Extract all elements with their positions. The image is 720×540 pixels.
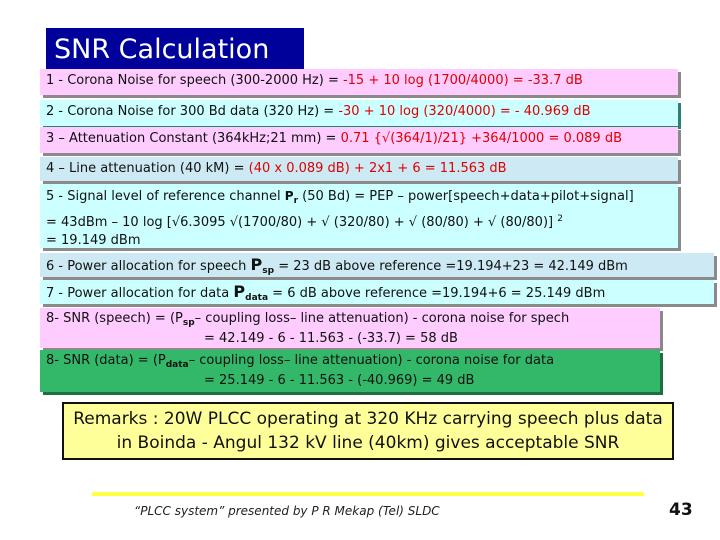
item-5-line-2: = 43dBm – 10 log [√6.3095 √(1700/80) + √…	[46, 210, 672, 232]
item-5-formula: = 43dBm – 10 log [√6.3095 √(1700/80) + √…	[46, 215, 558, 230]
footer-credit: “PLCC system” presented by P R Mekap (Te…	[134, 504, 440, 518]
item-8-text-b: – coupling loss– line attenuation) - cor…	[194, 311, 570, 326]
item-1-label: 1 - Corona Noise for speech (300-2000 Hz…	[46, 73, 343, 88]
item-2-formula: -30 + 10 log (320/4000) = - 40.969 dB	[338, 104, 591, 119]
slide-title: SNR Calculation	[46, 28, 304, 70]
remarks-line-2: in Boinda - Angul 132 kV line (40km) giv…	[116, 433, 620, 453]
item-7-label: 7 - Power allocation for data	[46, 286, 234, 301]
item-9-line-1: 8- SNR (data) = (Pdata– coupling loss– l…	[46, 353, 654, 373]
item-power-allocation-data: 7 - Power allocation for data Pdata = 6 …	[40, 280, 714, 304]
psp-subscript: sp	[262, 266, 275, 276]
item-corona-noise-speech: 1 - Corona Noise for speech (300-2000 Hz…	[40, 69, 678, 95]
item-9-line-2: = 25.149 - 6 - 11.563 - (-40.969) = 49 d…	[204, 373, 475, 388]
item-9-text-a: 8- SNR (data) = (P	[46, 353, 166, 368]
item-2-label: 2 - Corona Noise for 300 Bd data (320 Hz…	[46, 104, 339, 119]
item-corona-noise-data: 2 - Corona Noise for 300 Bd data (320 Hz…	[40, 100, 678, 126]
item-power-allocation-speech: 6 - Power allocation for speech Psp = 23…	[40, 253, 714, 277]
item-4-result: + 2x1 + 6 = 11.563 dB	[349, 161, 507, 176]
item-5-text-b: (50 Bd) = PEP – power[speech+data+pilot+…	[298, 189, 634, 204]
item-4-label: 4 – Line attenuation (40 kM) =	[46, 161, 249, 176]
item-4-formula: (40 x 0.089 dB)	[248, 161, 350, 176]
item-5-text-a: 5 - Signal level of reference channel	[46, 189, 285, 204]
item-5-superscript: 2	[557, 214, 563, 224]
item-line-attenuation: 4 – Line attenuation (40 kM) = (40 x 0.0…	[40, 157, 678, 181]
psp-symbol: P	[250, 255, 263, 274]
item-6-value: = 23 dB above reference =19.194+23 = 42.…	[274, 259, 628, 274]
item-9-text-b: – coupling loss– line attenuation) - cor…	[188, 353, 555, 368]
item-6-label: 6 - Power allocation for speech	[46, 259, 251, 274]
item-attenuation-constant: 3 – Attenuation Constant (364kHz;21 mm) …	[40, 127, 678, 153]
item-3-label: 3 – Attenuation Constant (364kHz;21 mm) …	[46, 131, 341, 146]
item-3-formula: 0.71 {√(364/1)/21} +364/1000 = 0.089 dB	[340, 131, 622, 146]
item-8-line-1: 8- SNR (speech) = (Psp– coupling loss– l…	[46, 311, 654, 331]
footer-divider	[92, 492, 644, 496]
page-number: 43	[669, 500, 693, 520]
item-8-line-2: = 42.149 - 6 - 11.563 - (-33.7) = 58 dB	[204, 331, 458, 346]
pr-subscript: r	[293, 196, 299, 206]
item-signal-level-reference: 5 - Signal level of reference channel Pr…	[40, 184, 678, 248]
pdata-subscript: data	[245, 293, 269, 303]
pr-symbol: Pr	[284, 189, 299, 206]
item-1-formula: -15 + 10 log (1700/4000) = -33.7 dB	[342, 73, 583, 88]
item-8-subscript: sp	[182, 318, 195, 328]
item-7-value: = 6 dB above reference =19.194+6 = 25.14…	[268, 286, 606, 301]
remarks-box: Remarks : 20W PLCC operating at 320 KHz …	[62, 402, 674, 460]
item-8-text-a: 8- SNR (speech) = (P	[46, 311, 183, 326]
pr-main: P	[284, 189, 294, 203]
remarks-line-1: Remarks : 20W PLCC operating at 320 KHz …	[73, 409, 663, 429]
item-snr-data: 8- SNR (data) = (Pdata– coupling loss– l…	[40, 350, 660, 392]
item-snr-speech: 8- SNR (speech) = (Psp– coupling loss– l…	[40, 308, 660, 348]
item-9-subscript: data	[165, 360, 189, 370]
pdata-symbol: P	[233, 282, 246, 301]
item-5-line-1: 5 - Signal level of reference channel Pr…	[46, 187, 672, 210]
item-5-line-3: = 19.149 dBm	[46, 233, 141, 248]
